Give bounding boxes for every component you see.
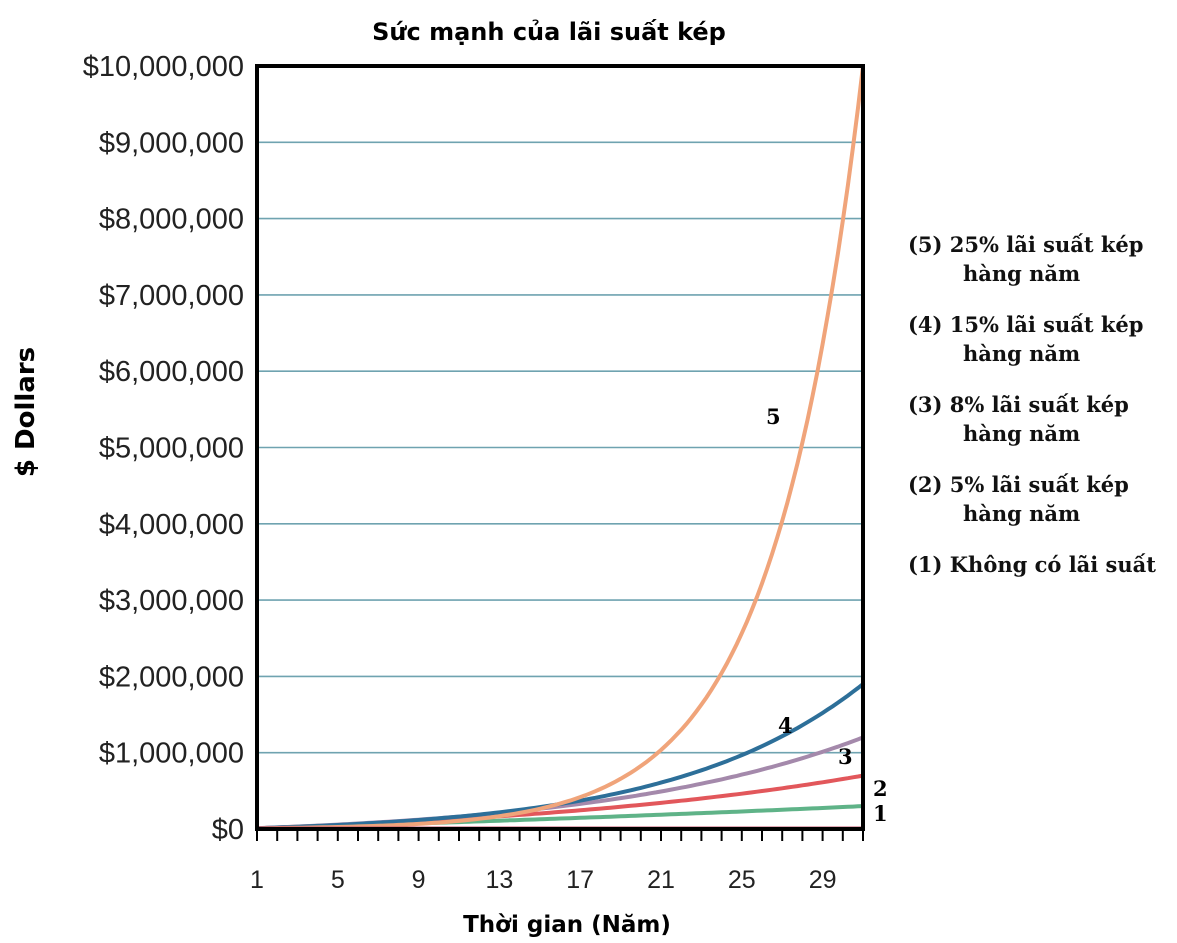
y-tick-label: $3,000,000: [99, 585, 244, 617]
legend-text: (5) 25% lãi suất kép: [908, 232, 1144, 257]
y-tick-label: $10,000,000: [83, 51, 244, 83]
x-tick-label: 5: [331, 866, 345, 894]
legend-text-line2: hàng năm: [963, 501, 1081, 526]
legend-text-line2: hàng năm: [963, 261, 1081, 286]
legend-item-2: (2) 5% lãi suất kép hàng năm: [908, 470, 1173, 528]
legend: (5) 25% lãi suất kép hàng năm (4) 15% lã…: [908, 230, 1173, 601]
x-tick-label: 29: [809, 866, 837, 894]
legend-text: (2) 5% lãi suất kép: [908, 472, 1129, 497]
x-tick-label: 21: [647, 866, 675, 894]
y-axis-label: $ Dollars: [11, 347, 41, 477]
legend-text-line2: hàng năm: [963, 421, 1081, 446]
legend-item-3: (3) 8% lãi suất kép hàng năm: [908, 390, 1173, 448]
x-tick-label: 1: [250, 866, 264, 894]
x-tick-label: 17: [566, 866, 594, 894]
y-axis-ticks: $0 $1,000,000 $2,000,000 $3,000,000 $4,000,0…: [83, 51, 244, 846]
x-axis-label: Thời gian (Năm): [463, 912, 671, 938]
y-tick-label: $7,000,000: [99, 280, 244, 312]
x-tick-label: 25: [728, 866, 756, 894]
series-label-3: 3: [838, 744, 853, 769]
legend-item-4: (4) 15% lãi suất kép hàng năm: [908, 310, 1173, 368]
legend-text-line2: hàng năm: [963, 341, 1081, 366]
legend-text: (4) 15% lãi suất kép: [908, 312, 1144, 337]
legend-text: (1) Không có lãi suất: [908, 552, 1156, 577]
y-tick-label: $2,000,000: [99, 661, 244, 693]
legend-item-5: (5) 25% lãi suất kép hàng năm: [908, 230, 1173, 288]
grid-lines: [257, 65, 863, 830]
y-tick-label: $6,000,000: [99, 356, 244, 388]
y-tick-label: $4,000,000: [99, 509, 244, 541]
series-line-3: [255, 735, 865, 831]
x-axis-ticks: 1 5 9 13 17 21 25 29: [250, 829, 864, 894]
series-labels: 123 4 5: [766, 404, 888, 826]
x-tick-label: 13: [485, 866, 513, 894]
legend-text: (3) 8% lãi suất kép: [908, 392, 1129, 417]
y-tick-label: $8,000,000: [99, 204, 244, 236]
series-label-2: 2: [873, 776, 888, 801]
x-tick-label: 9: [412, 866, 426, 894]
y-tick-label: $1,000,000: [99, 738, 244, 770]
y-tick-label: $0: [212, 814, 244, 846]
series-line-5: [255, 64, 865, 831]
plot-frame: [255, 64, 865, 831]
series-label-1: 1: [873, 801, 888, 826]
legend-item-1: (1) Không có lãi suất: [908, 550, 1173, 579]
y-tick-label: $9,000,000: [99, 127, 244, 159]
y-tick-label: $5,000,000: [99, 433, 244, 465]
series-label-5: 5: [766, 404, 781, 429]
chart-title: Sức mạnh của lãi suất kép: [372, 18, 726, 46]
series-label-4: 4: [778, 713, 793, 738]
